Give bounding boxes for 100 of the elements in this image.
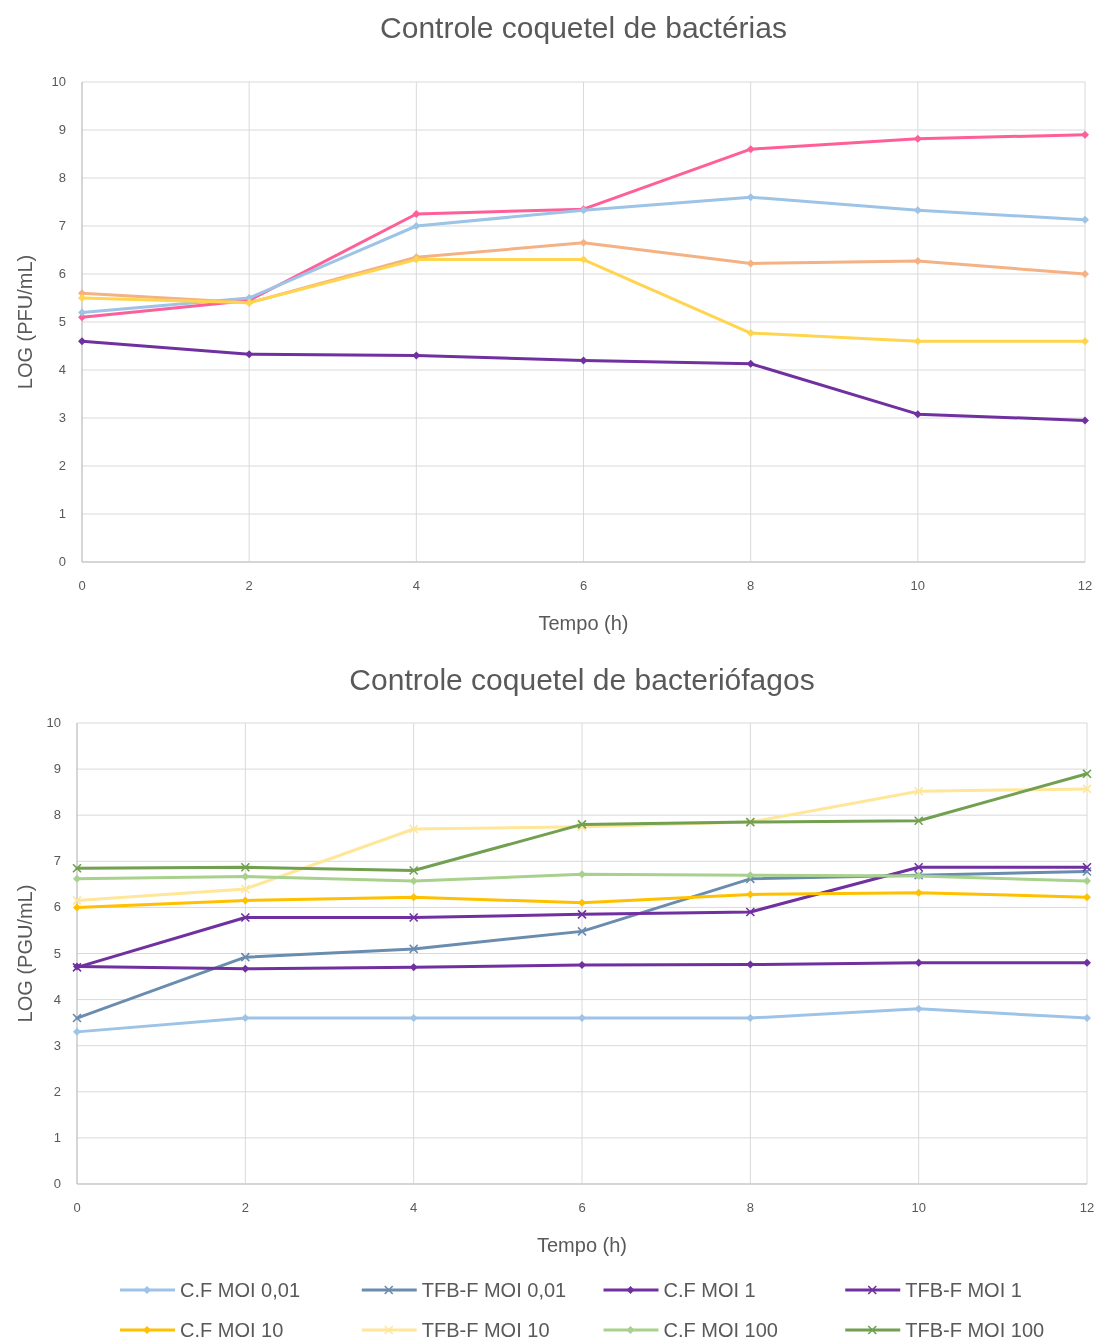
- point: [240, 952, 251, 962]
- y-tick-label: 1: [58, 506, 66, 521]
- x-tick-label: 12: [1079, 1200, 1095, 1215]
- point: [578, 898, 586, 907]
- point: [1081, 270, 1089, 278]
- y-tick-label: 7: [53, 853, 61, 869]
- point: [78, 294, 86, 302]
- point: [913, 410, 922, 419]
- x-axis-title: Tempo (h): [536, 1234, 628, 1256]
- point: [913, 337, 922, 346]
- y-tick-label: 10: [46, 715, 61, 730]
- y-tick-label: 6: [58, 266, 66, 281]
- point: [408, 824, 419, 834]
- point: [914, 888, 923, 897]
- y-tick-label: 1: [53, 1129, 61, 1145]
- y-tick-label: 8: [53, 807, 61, 823]
- point: [914, 958, 923, 967]
- point: [1081, 337, 1089, 346]
- point: [1082, 862, 1092, 873]
- x-tick-label: 2: [245, 578, 253, 593]
- point: [1082, 784, 1092, 794]
- legend-label: TFB-F MOI 10: [421, 1319, 550, 1341]
- x-tick-label: 4: [410, 1200, 418, 1215]
- point: [78, 337, 86, 346]
- y-tick-label: 4: [53, 991, 61, 1007]
- x-tick-label: 0: [73, 1200, 81, 1215]
- point: [1083, 877, 1091, 886]
- y-tick-label: 8: [58, 170, 66, 185]
- point: [241, 964, 250, 973]
- point: [240, 862, 251, 873]
- legend-label: C.F MOI 100: [663, 1319, 778, 1341]
- legend-label: TFB-F MOI 100: [905, 1319, 1045, 1341]
- point: [408, 865, 419, 876]
- y-tick-label: 9: [53, 761, 61, 777]
- y-tick-label: 7: [58, 218, 66, 233]
- point: [913, 134, 922, 143]
- y-tick-label: 3: [53, 1037, 61, 1053]
- y-tick-label: 10: [51, 74, 66, 89]
- legend-label: TFB-F MOI 1: [905, 1279, 1022, 1301]
- y-tick-label: 2: [58, 458, 66, 473]
- point: [241, 896, 250, 905]
- point: [1083, 958, 1091, 967]
- x-tick-label: 8: [746, 1200, 754, 1215]
- x-tick-label: 0: [78, 578, 86, 593]
- y-tick-label: 5: [53, 945, 61, 961]
- chart-title: Controle coquetel de bactérias: [380, 11, 787, 44]
- point: [73, 1027, 81, 1036]
- point: [746, 329, 755, 338]
- point: [72, 1013, 82, 1023]
- legend-label: C.F MOI 10: [180, 1319, 284, 1341]
- x-tick-label: 8: [747, 578, 755, 593]
- x-tick-label: 6: [579, 578, 588, 593]
- point: [1081, 215, 1089, 224]
- y-tick-label: 0: [58, 554, 66, 569]
- point: [577, 926, 587, 937]
- point: [913, 786, 924, 797]
- point: [409, 963, 418, 972]
- point: [72, 895, 82, 906]
- point: [73, 874, 81, 883]
- point: [579, 238, 588, 247]
- y-tick-label: 3: [58, 410, 66, 425]
- point: [578, 961, 586, 970]
- y-tick-label: 9: [58, 122, 66, 137]
- point: [240, 912, 251, 923]
- point: [1083, 893, 1091, 902]
- x-tick-label: 10: [911, 1200, 926, 1215]
- y-tick-label: 2: [53, 1083, 61, 1099]
- point: [240, 884, 251, 894]
- y-tick-label: 4: [58, 362, 66, 377]
- point: [1082, 768, 1092, 779]
- y-axis-title: LOG (PFU/mL): [14, 254, 36, 390]
- point: [578, 1014, 586, 1023]
- point: [78, 308, 86, 317]
- y-axis-title: LOG (PGU/mL): [14, 884, 36, 1023]
- point: [1081, 130, 1089, 139]
- point: [578, 870, 586, 879]
- point: [73, 903, 81, 912]
- point: [1081, 416, 1089, 425]
- x-tick-label: 10: [910, 578, 926, 593]
- point: [245, 350, 254, 359]
- point: [72, 863, 82, 874]
- y-tick-label: 5: [58, 314, 66, 329]
- point: [577, 909, 587, 920]
- legend-label: C.F MOI 1: [663, 1279, 756, 1301]
- point: [745, 907, 756, 917]
- point: [1083, 1014, 1091, 1023]
- x-tick-label: 12: [1077, 578, 1093, 593]
- chart-title: Controle coquetel de bacteriófagos: [349, 663, 815, 696]
- point: [746, 359, 755, 368]
- point: [746, 145, 755, 154]
- y-tick-label: 0: [53, 1176, 61, 1191]
- x-tick-label: 6: [578, 1200, 586, 1215]
- point: [913, 815, 924, 826]
- x-axis-title: Tempo (h): [538, 612, 629, 634]
- legend-label: C.F MOI 0,01: [180, 1279, 301, 1301]
- point: [913, 862, 924, 873]
- y-tick-label: 6: [53, 899, 61, 915]
- point: [408, 912, 419, 923]
- x-tick-label: 2: [241, 1200, 249, 1215]
- x-tick-label: 4: [412, 578, 420, 593]
